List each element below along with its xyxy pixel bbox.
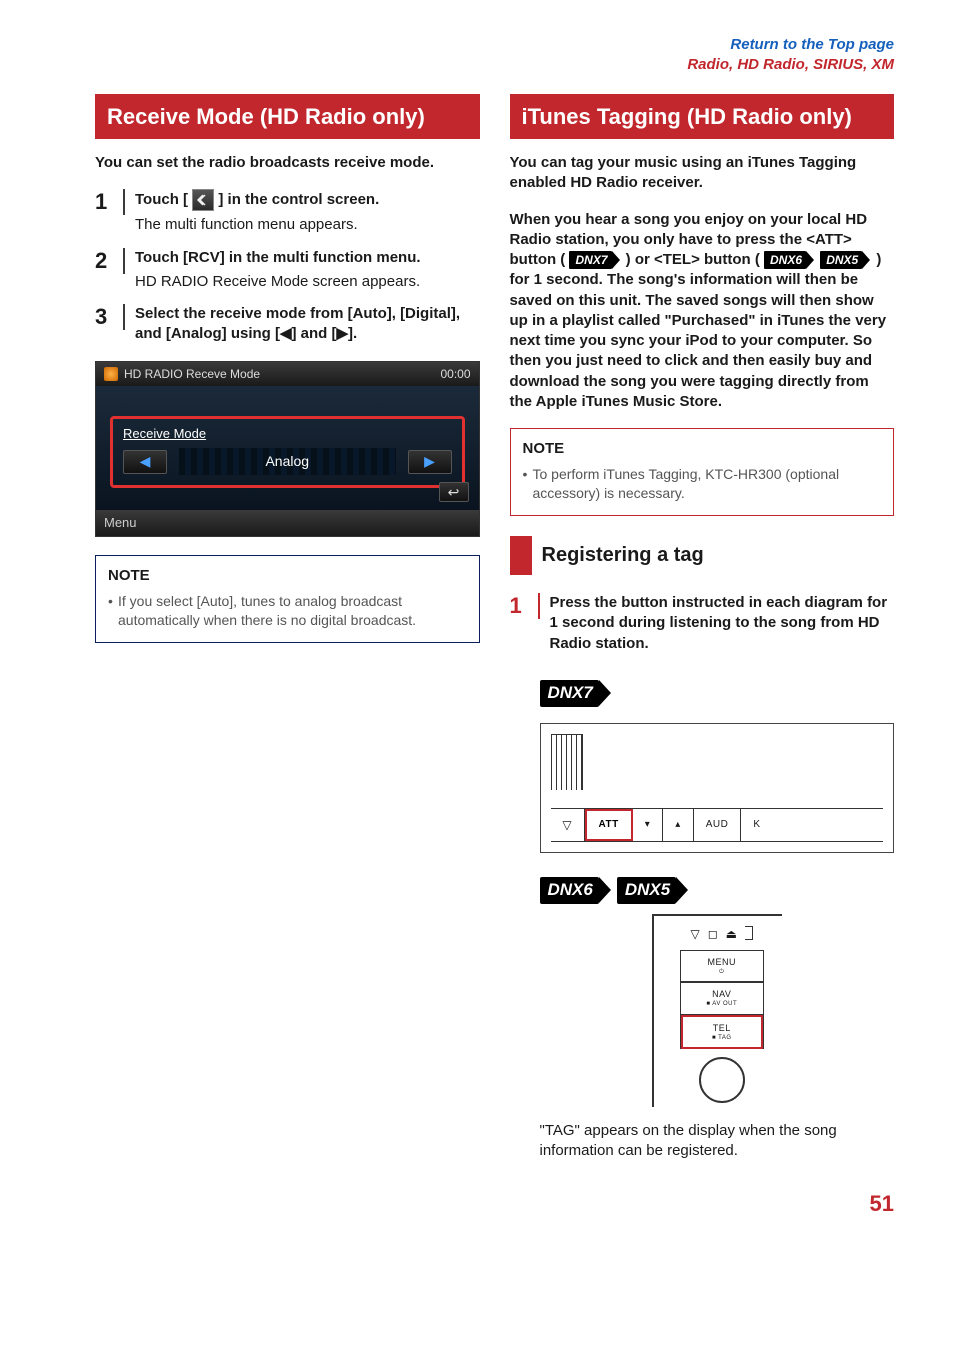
tel-button[interactable]: TEL■ TAG [681,1015,763,1049]
step-3-title: Select the receive mode from [Auto], [Di… [135,304,480,345]
subheading-registering-tag: Registering a tag [510,536,895,575]
note-title: NOTE [523,439,882,459]
dnx5-badge: DNX5 [617,877,676,904]
dnx5-diagram: ▽ ◻ ⏏ MENU⏻ NAV■ AV OUT TEL■ TAG [652,914,782,1107]
register-step-1: 1 Press the button instructed in each di… [510,593,895,658]
note-body: If you select [Auto], tunes to analog br… [118,592,467,630]
return-button[interactable]: ↩ [439,482,469,502]
screenshot-menu[interactable]: Menu [96,510,479,536]
itunes-intro-2: When you hear a song you enjoy on your l… [510,210,895,413]
step-1: 1 Touch [ ] in the control screen. The m… [95,189,480,235]
left-column: Receive Mode (HD Radio only) You can set… [95,94,480,1162]
tag-appears-note: "TAG" appears on the display when the so… [540,1121,895,1162]
header-links: Return to the Top page Radio, HD Radio, … [95,35,894,76]
note-box-right: NOTE • To perform iTunes Tagging, KTC-HR… [510,428,895,516]
bullet-icon: • [108,592,118,630]
step-1-title: Touch [ ] in the control screen. [135,189,480,211]
note-body: To perform iTunes Tagging, KTC-HR300 (op… [533,465,882,503]
bullet-icon: • [523,465,533,503]
screenshot-clock: 00:00 [440,366,470,382]
subheading-text: Registering a tag [542,536,704,575]
receive-mode-selector: Receive Mode ◀ Analog ▶ [110,416,465,488]
slot-icon [745,926,753,940]
receive-mode-screenshot: HD RADIO Receve Mode 00:00 Receive Mode … [95,361,480,537]
nav-button[interactable]: NAV■ AV OUT [681,982,763,1014]
section-title-receive-mode: Receive Mode (HD Radio only) [95,94,480,140]
intro2-d: The song's information will then be save… [510,271,887,410]
dnx7-badge-inline: DNX7 [569,251,611,269]
step-number: 1 [95,189,125,215]
step-1-desc: The multi function menu appears. [135,215,480,235]
receive-mode-intro: You can set the radio broadcasts receive… [95,153,480,173]
up-button[interactable]: ▴ [663,809,694,841]
note-box-left: NOTE • If you select [Auto], tunes to an… [95,555,480,643]
section-link[interactable]: Radio, HD Radio, SIRIUS, XM [95,55,894,75]
step-2-desc: HD RADIO Receive Mode screen appears. [135,272,480,292]
hd-radio-icon [104,367,118,381]
top-page-link[interactable]: Return to the Top page [95,35,894,55]
menu-button[interactable]: MENU⏻ [681,950,763,982]
intro2-b: ) or <TEL> button ( [626,251,760,268]
red-marker [510,536,532,575]
dnx7-badge: DNX7 [540,680,599,707]
prev-mode-button[interactable]: ◀ [123,450,167,474]
volume-knob[interactable] [699,1057,745,1103]
right-column: iTunes Tagging (HD Radio only) You can t… [510,94,895,1162]
stop-icon: ◻ [708,926,718,942]
step-2-title: Touch [RCV] in the multi function menu. [135,248,480,268]
itunes-intro-1: You can tag your music using an iTunes T… [510,153,895,194]
right-edge: K [741,809,772,841]
step-3: 3 Select the receive mode from [Auto], [… [95,304,480,349]
next-mode-button[interactable]: ▶ [408,450,452,474]
step-2: 2 Touch [RCV] in the multi function menu… [95,248,480,293]
step-1-title-pre: Touch [ [135,191,188,208]
step-1-title-post: ] in the control screen. [218,191,379,208]
att-button[interactable]: ATT [585,809,633,841]
step-number: 1 [510,593,540,619]
aud-button[interactable]: AUD [694,809,742,841]
mode-value: Analog [179,448,396,475]
screenshot-title: HD RADIO Receve Mode [124,366,260,382]
mode-label: Receive Mode [123,425,452,443]
dnx6-badge-inline: DNX6 [764,251,806,269]
disc-icon: ⏏ [726,926,737,942]
note-title: NOTE [108,566,467,586]
collapse-icon [192,189,214,211]
dnx7-diagram: ▽ ATT ▾ ▴ AUD K [540,723,895,853]
eject-icon: ▽ [690,926,699,942]
dnx6-badge: DNX6 [540,877,599,904]
dnx5-badge-inline: DNX5 [820,251,862,269]
down-button[interactable]: ▾ [633,809,664,841]
section-title-itunes-tagging: iTunes Tagging (HD Radio only) [510,94,895,140]
eject-icon: ▽ [551,809,585,841]
register-step-1-title: Press the button instructed in each diag… [550,593,895,654]
step-number: 3 [95,304,125,330]
page-number: 51 [95,1189,894,1219]
step-number: 2 [95,248,125,274]
